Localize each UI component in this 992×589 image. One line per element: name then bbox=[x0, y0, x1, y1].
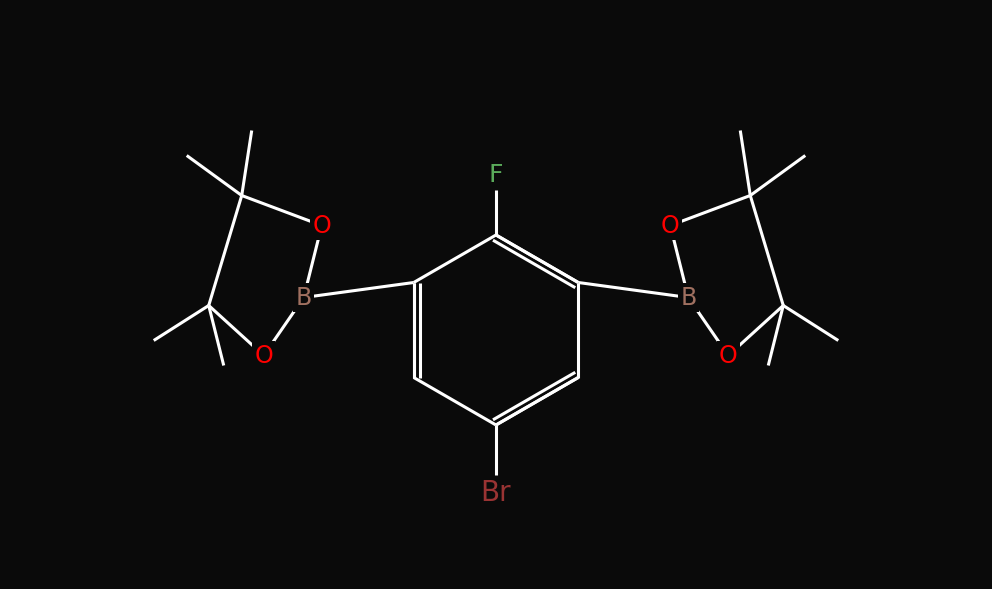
Text: O: O bbox=[312, 213, 331, 237]
Text: B: B bbox=[681, 286, 696, 309]
Text: O: O bbox=[719, 343, 738, 368]
Text: B: B bbox=[296, 286, 311, 309]
Text: F: F bbox=[489, 163, 503, 187]
Text: O: O bbox=[661, 213, 680, 237]
Text: Br: Br bbox=[481, 479, 511, 507]
Text: O: O bbox=[254, 343, 273, 368]
